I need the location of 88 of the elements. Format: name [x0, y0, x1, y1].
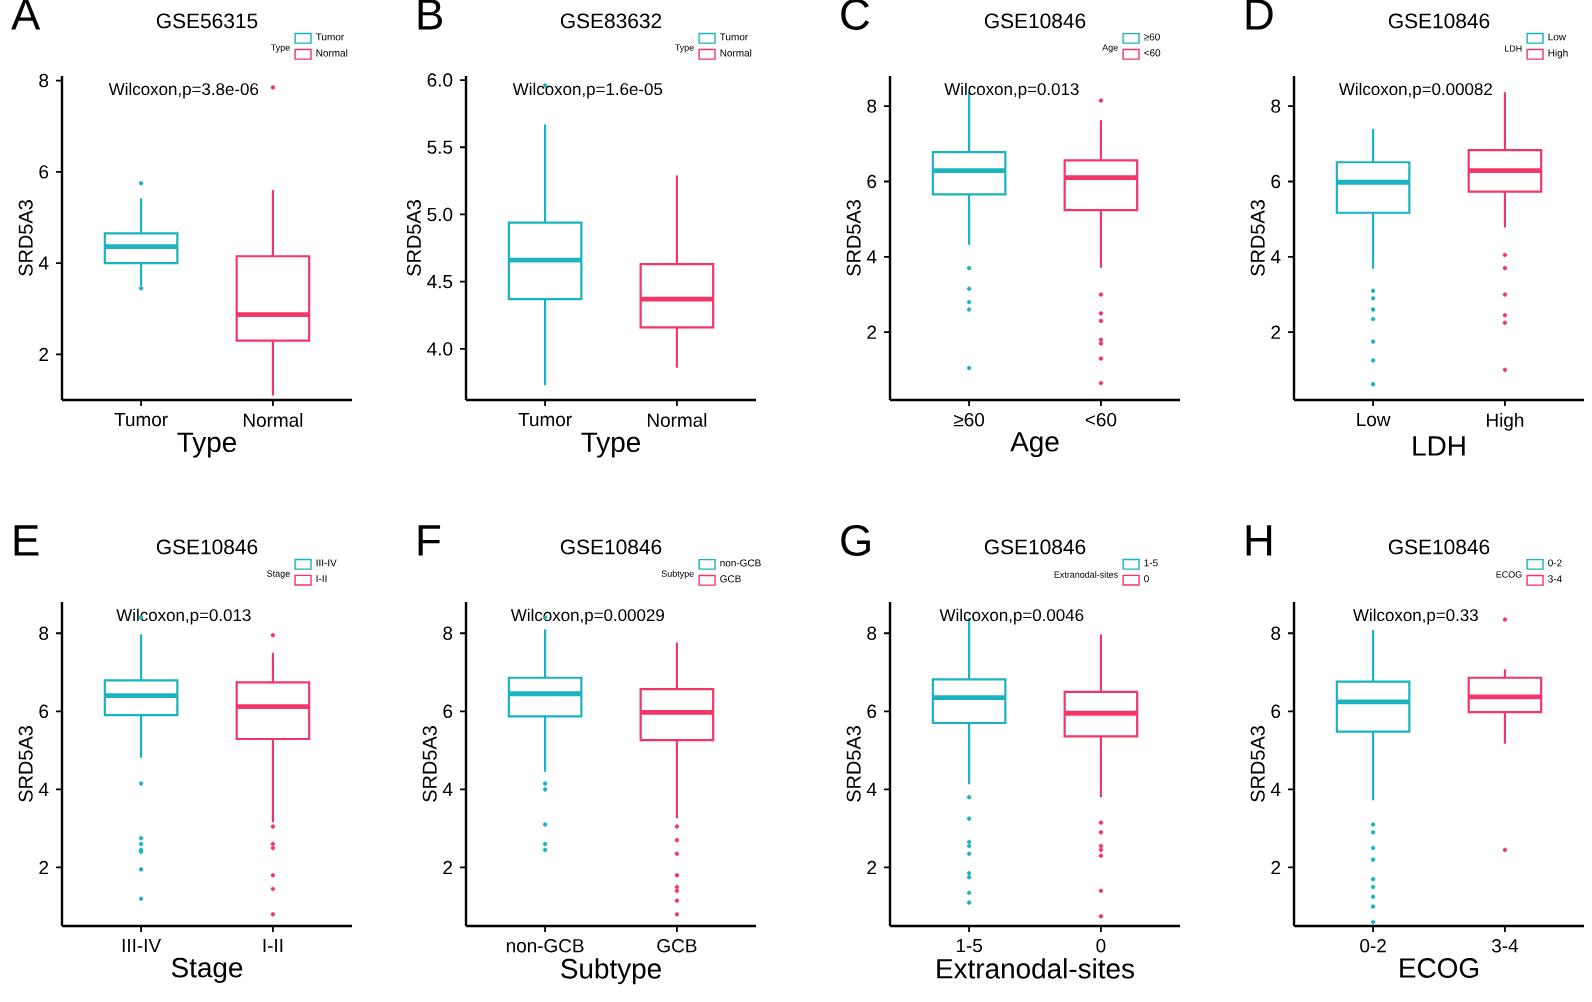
x-tick-label: ≥60 — [953, 413, 985, 427]
annotation: Wilcoxon,p=0.00082 — [1338, 82, 1492, 99]
y-axis-title: SRD5A3 — [18, 200, 33, 276]
y-tick-label: 6 — [1271, 174, 1281, 189]
annotation: Wilcoxon,p=0.0046 — [939, 608, 1084, 625]
annotation: Wilcoxon,p=0.00029 — [510, 608, 664, 625]
y-tick-label: 6 — [39, 165, 49, 179]
y-tick-label: 8 — [867, 626, 877, 640]
y-axis-title: SRD5A3 — [846, 726, 861, 802]
x-tick-label: GCB — [657, 939, 697, 953]
y-tick-label: 6.0 — [427, 73, 453, 87]
annotation: Wilcoxon,p=0.013 — [944, 82, 1079, 99]
text: D — [1246, 0, 1273, 30]
y-axis-title: SRD5A3 — [846, 200, 861, 276]
y-tick-label: 2 — [867, 325, 877, 339]
y-tick-label: 4 — [38, 782, 49, 796]
y-tick-label: 4 — [866, 782, 877, 796]
y-tick-label: 6 — [1271, 704, 1281, 719]
y-tick-label: 8 — [867, 99, 877, 113]
y-tick-label: 2 — [443, 860, 453, 875]
chart-title: GSE83632 — [560, 13, 662, 29]
annotation: Wilcoxon,p=3.8e-06 — [108, 82, 259, 99]
y-tick-label: 2 — [867, 860, 877, 875]
x-axis-title: Type — [177, 432, 237, 458]
x-tick-label: Tumor — [518, 413, 572, 427]
y-tick-label: 8 — [39, 73, 49, 88]
x-tick-label: III-IV — [122, 939, 162, 953]
text: G — [841, 524, 870, 556]
text: F — [418, 525, 441, 556]
y-tick-label: 6 — [867, 704, 877, 719]
y-tick-label: 6 — [39, 704, 49, 719]
y-tick-label: 6 — [443, 704, 453, 719]
x-axis-title: ECOG — [1400, 958, 1479, 978]
y-axis-title: SRD5A3 — [406, 200, 421, 276]
text: A — [11, 0, 41, 30]
y-tick-label: 2 — [1271, 860, 1281, 875]
y-tick-label: 4 — [442, 782, 453, 796]
x-tick-label: non-GCB — [506, 939, 584, 953]
text: E — [14, 525, 39, 556]
chart-title: GSE10846 — [984, 539, 1086, 555]
annotation: Wilcoxon,p=0.013 — [116, 608, 251, 625]
x-tick-label: Normal — [243, 413, 303, 427]
chart-title: GSE10846 — [156, 539, 258, 555]
x-axis-title: Subtype — [561, 958, 661, 985]
x-tick-label: High — [1487, 413, 1524, 431]
y-tick-label: 8 — [1271, 626, 1281, 640]
annotation: Wilcoxon,p=1.6e-05 — [512, 82, 663, 99]
x-tick-label: I-II — [263, 939, 283, 953]
x-tick-label: 1-5 — [956, 939, 982, 953]
x-tick-label: <60 — [1085, 413, 1117, 427]
x-tick-label: Tumor — [114, 413, 168, 427]
y-tick-label: 4 — [1270, 250, 1281, 264]
x-tick-label: Low — [1357, 413, 1391, 427]
y-tick-label: 2 — [1271, 325, 1281, 339]
x-axis-title: Type — [581, 432, 641, 458]
chart-title: GSE10846 — [1388, 13, 1490, 29]
x-axis-title: Stage — [171, 957, 243, 984]
chart-title: GSE56315 — [156, 13, 258, 29]
y-tick-label: 4 — [1270, 782, 1281, 796]
annotation: Wilcoxon,p=0.33 — [1353, 608, 1478, 625]
chart-title: GSE10846 — [1388, 539, 1490, 555]
y-tick-label: 4 — [866, 250, 877, 264]
y-tick-label: 2 — [39, 860, 49, 875]
x-tick-label: 3-4 — [1491, 939, 1519, 953]
y-tick-label: 5.5 — [427, 140, 453, 154]
x-axis-title: Extranodal-sites — [937, 958, 1134, 979]
x-tick-label: Normal — [647, 413, 707, 427]
y-tick-label: 8 — [39, 626, 49, 640]
y-tick-label: 6 — [867, 174, 877, 189]
chart-title: GSE10846 — [984, 13, 1086, 29]
y-tick-label: 4 — [38, 256, 49, 270]
text: B — [418, 0, 442, 30]
y-tick-label: 5.0 — [427, 207, 453, 222]
y-tick-label: 2 — [39, 347, 49, 361]
x-axis-title: Age — [1010, 432, 1059, 458]
y-tick-label: 8 — [443, 626, 453, 640]
x-tick-label: 0 — [1096, 939, 1106, 953]
y-tick-label: 4.0 — [427, 342, 453, 356]
x-axis-title: LDH — [1413, 436, 1465, 456]
x-tick-label: 0-2 — [1360, 939, 1386, 953]
chart-title: GSE10846 — [560, 539, 662, 555]
text: H — [1246, 525, 1272, 556]
y-tick-label: 8 — [1271, 99, 1281, 113]
y-tick-label: 4.5 — [427, 275, 453, 289]
y-axis-title: SRD5A3 — [1250, 200, 1265, 276]
y-axis-title: SRD5A3 — [422, 726, 437, 802]
y-axis-title: SRD5A3 — [1250, 726, 1265, 802]
y-axis-title: SRD5A3 — [18, 726, 33, 802]
